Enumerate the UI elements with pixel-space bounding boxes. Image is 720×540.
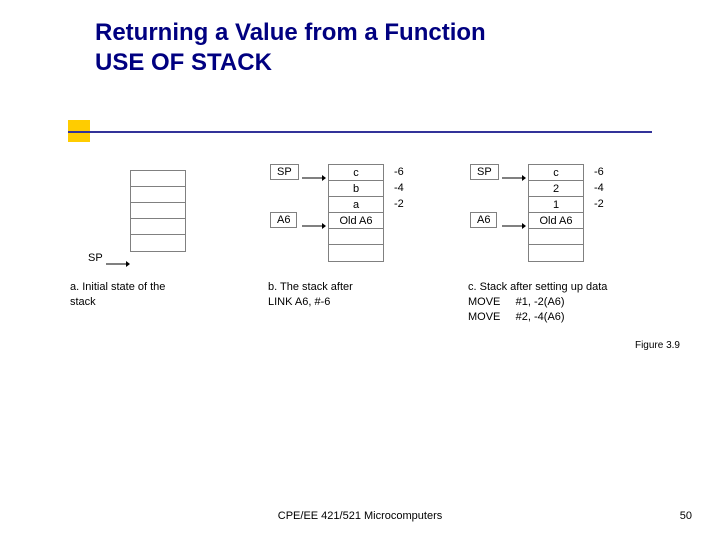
page-number: 50 (680, 510, 692, 522)
stack-cell (529, 245, 583, 261)
stack-cell: c (329, 165, 383, 181)
stack-cell: 2 (529, 181, 583, 197)
panel-b-stack: c b a Old A6 (328, 164, 384, 262)
panel-c-caption: c. Stack after setting up data MOVE #1, … (468, 280, 668, 325)
offset-label: -6 (394, 166, 404, 178)
caption-line: c. Stack after setting up data (468, 280, 668, 295)
arrow-icon (502, 217, 526, 235)
stack-cell (131, 235, 185, 251)
stack-cell: a (329, 197, 383, 213)
stack-cell: c (529, 165, 583, 181)
slide-footer: CPE/EE 421/521 Microcomputers (0, 510, 720, 522)
figure-label: Figure 3.9 (635, 340, 680, 351)
arrow-icon (302, 217, 326, 235)
title-line-2: USE OF STACK (95, 48, 486, 78)
panel-c-stack: c 2 1 Old A6 (528, 164, 584, 262)
arrow-icon (106, 255, 130, 273)
panel-b-sp-box: SP (270, 164, 299, 180)
offset-label: -4 (594, 182, 604, 194)
slide-title: Returning a Value from a Function USE OF… (95, 18, 486, 78)
stack-cell (131, 219, 185, 235)
panel-b-caption: b. The stack after LINK A6, #-6 (268, 280, 418, 310)
arrow-icon (502, 169, 526, 187)
stack-cell (131, 187, 185, 203)
offset-label: -2 (394, 198, 404, 210)
title-line-1: Returning a Value from a Function (95, 18, 486, 48)
offset-label: -2 (594, 198, 604, 210)
panel-a-caption: a. Initial state of the stack (70, 280, 220, 310)
stack-cell (529, 229, 583, 245)
panel-a-sp-label: SP (88, 248, 103, 266)
panel-a-stack (130, 170, 186, 252)
stack-cell: Old A6 (329, 213, 383, 229)
offset-label: -6 (594, 166, 604, 178)
stack-cell (131, 171, 185, 187)
arrow-icon (302, 169, 326, 187)
panel-c-a6-box: A6 (470, 212, 497, 228)
caption-line: MOVE #2, -4(A6) (468, 310, 668, 325)
stack-cell (329, 229, 383, 245)
stack-cell: Old A6 (529, 213, 583, 229)
offset-label: -4 (394, 182, 404, 194)
stack-box-b: c b a Old A6 (328, 164, 384, 262)
caption-line: MOVE #1, -2(A6) (468, 295, 668, 310)
stack-cell: 1 (529, 197, 583, 213)
panel-b-a6-box: A6 (270, 212, 297, 228)
stack-box-c: c 2 1 Old A6 (528, 164, 584, 262)
stack-cell (131, 203, 185, 219)
stack-cell (329, 245, 383, 261)
stack-box-a (130, 170, 186, 252)
title-underline (68, 131, 652, 133)
panel-c-sp-box: SP (470, 164, 499, 180)
stack-cell: b (329, 181, 383, 197)
